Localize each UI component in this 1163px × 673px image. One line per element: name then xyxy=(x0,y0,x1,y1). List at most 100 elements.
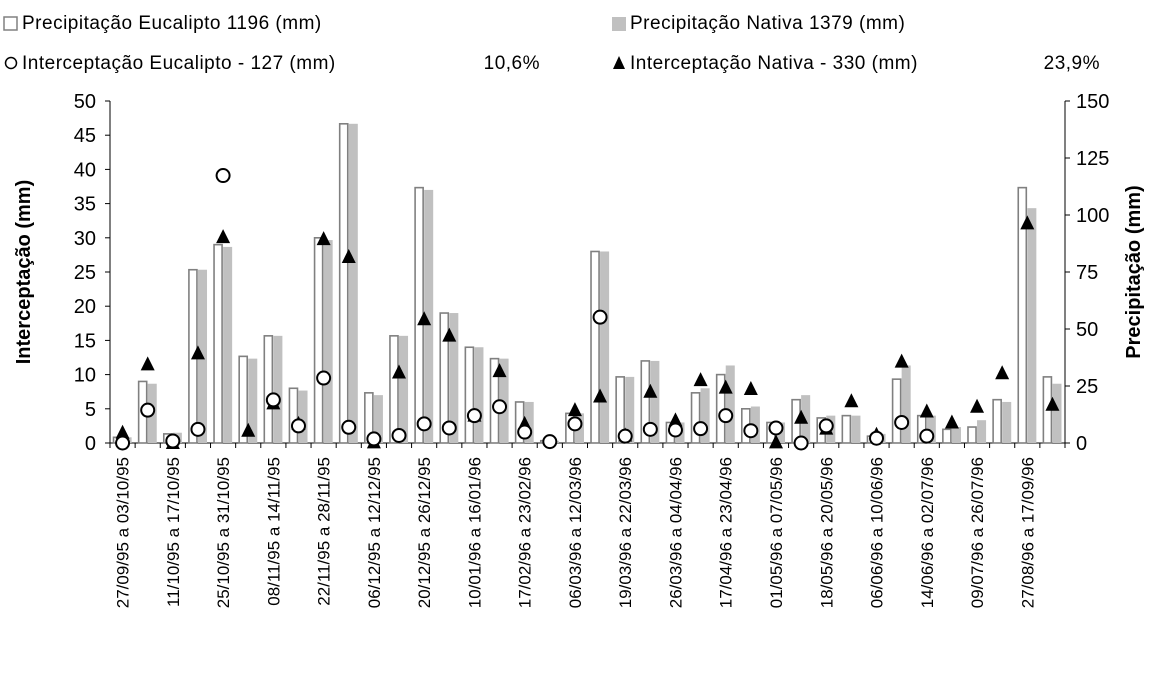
marker-eucalipto-circle xyxy=(366,431,382,447)
y-left-tick-label: 5 xyxy=(85,399,96,421)
x-category-label: 22/11/95 a 28/11/95 xyxy=(315,457,334,606)
y-left-tick-label: 40 xyxy=(74,159,96,181)
bar-nativa xyxy=(474,347,484,443)
marker-eucalipto-circle xyxy=(165,433,181,449)
marker-eucalipto-circle xyxy=(793,435,809,451)
marker-nativa-triangle xyxy=(190,345,205,360)
bar-eucalipto xyxy=(690,392,701,444)
marker-nativa-triangle xyxy=(216,229,231,244)
marker-nativa-triangle xyxy=(442,327,457,342)
marker-eucalipto-circle xyxy=(215,168,231,184)
marker-eucalipto-circle xyxy=(115,435,131,451)
bar-nativa xyxy=(323,240,333,443)
x-category-label: 18/05/96 a 20/05/96 xyxy=(817,457,836,608)
y-axis-left-title: Interceptação (mm) xyxy=(13,180,35,365)
marker-eucalipto-circle xyxy=(441,420,457,436)
marker-eucalipto-circle xyxy=(316,370,332,386)
marker-eucalipto-circle xyxy=(617,428,633,444)
marker-nativa-triangle xyxy=(341,248,356,263)
y-axis-right-title: Precipitação (mm) xyxy=(1123,185,1145,358)
marker-nativa-triangle xyxy=(693,372,708,387)
marker-eucalipto-circle xyxy=(718,408,734,424)
marker-nativa-triangle xyxy=(593,388,608,403)
y-left-tick-label: 50 xyxy=(74,91,96,113)
legend-percent: 23,9% xyxy=(1044,53,1100,74)
marker-nativa-triangle xyxy=(392,364,407,379)
x-category-label: 09/07/96 a 26/07/96 xyxy=(968,457,987,608)
bar-eucalipto xyxy=(1017,186,1028,444)
bar-nativa xyxy=(424,189,434,443)
legend-marker-hollow-square xyxy=(3,16,18,31)
marker-eucalipto-circle xyxy=(894,414,910,430)
bar-eucalipto xyxy=(992,398,1002,444)
marker-eucalipto-circle xyxy=(768,420,784,436)
bar-eucalipto xyxy=(615,376,625,444)
x-category-label: 26/03/96 a 04/04/96 xyxy=(666,457,685,608)
marker-nativa-triangle xyxy=(970,398,985,413)
bar-nativa xyxy=(926,415,936,443)
bar-nativa xyxy=(600,251,610,443)
bar-nativa xyxy=(700,388,710,443)
y-right-tick-label: 75 xyxy=(1076,262,1098,284)
y-right-tick-label: 125 xyxy=(1076,148,1109,170)
bar-nativa xyxy=(1052,383,1062,443)
bar-nativa xyxy=(851,415,861,443)
bar-eucalipto xyxy=(967,426,977,444)
bar-eucalipto xyxy=(288,387,299,444)
marker-nativa-triangle xyxy=(919,403,934,418)
marker-eucalipto-circle xyxy=(693,421,709,437)
marker-nativa-triangle xyxy=(140,356,155,371)
marker-eucalipto-circle xyxy=(391,427,407,443)
bar-nativa xyxy=(373,395,383,443)
y-left-tick-label: 35 xyxy=(74,194,96,216)
y-right-tick-label: 0 xyxy=(1076,433,1087,455)
bar-nativa xyxy=(273,335,283,443)
marker-nativa-triangle xyxy=(115,424,130,439)
bar-eucalipto xyxy=(414,186,424,444)
marker-nativa-triangle xyxy=(768,434,783,449)
marker-eucalipto-circle xyxy=(140,402,156,418)
bar-nativa xyxy=(348,123,358,444)
marker-eucalipto-circle xyxy=(592,309,608,325)
bar-eucalipto xyxy=(841,414,852,444)
y-right-tick-label: 50 xyxy=(1076,319,1098,341)
y-left-tick-label: 20 xyxy=(74,296,96,318)
x-category-label: 27/08/96 a 17/09/96 xyxy=(1018,457,1037,608)
y-right-tick-label: 25 xyxy=(1076,376,1098,398)
bar-eucalipto xyxy=(464,346,475,444)
marker-nativa-triangle xyxy=(567,402,582,417)
marker-eucalipto-circle xyxy=(542,434,558,450)
bar-eucalipto xyxy=(942,428,952,444)
marker-eucalipto-circle xyxy=(492,399,508,415)
x-category-label: 11/10/95 a 17/10/95 xyxy=(164,457,183,607)
bar-eucalipto xyxy=(213,243,223,444)
bar-eucalipto xyxy=(313,237,324,444)
x-category-label: 06/06/96 a 10/06/96 xyxy=(868,457,887,608)
legend-label: Precipitação Eucalipto 1196 (mm) xyxy=(22,13,322,34)
marker-eucalipto-circle xyxy=(567,416,583,432)
x-category-label: 06/03/96 a 12/03/96 xyxy=(566,457,585,608)
bar-nativa xyxy=(901,365,911,443)
marker-nativa-triangle xyxy=(995,365,1010,380)
x-category-label: 19/03/96 a 22/03/96 xyxy=(616,457,635,608)
bar-eucalipto xyxy=(439,312,450,444)
marker-eucalipto-circle xyxy=(517,424,533,440)
legend-label: Interceptação Eucalipto - 127 (mm) xyxy=(22,53,336,74)
marker-eucalipto-circle xyxy=(919,428,935,444)
legend-label: Interceptação Nativa - 330 (mm) xyxy=(630,53,918,74)
legend: Precipitação Eucalipto 1196 (mm) Precipit… xyxy=(3,13,1100,74)
bar-nativa xyxy=(399,335,409,443)
marker-eucalipto-circle xyxy=(743,423,759,439)
legend-marker-hollow-circle xyxy=(4,56,18,70)
marker-eucalipto-circle xyxy=(416,416,432,432)
bars xyxy=(112,123,1062,444)
x-category-label: 14/06/96 a 02/07/96 xyxy=(918,457,937,608)
marker-eucalipto-circle xyxy=(190,421,206,437)
bar-nativa xyxy=(951,427,961,443)
marker-eucalipto-circle xyxy=(265,392,281,408)
y-left-tick-label: 15 xyxy=(74,330,96,352)
bar-eucalipto xyxy=(338,123,349,444)
x-category-label: 17/04/96 a 23/04/96 xyxy=(717,457,736,608)
x-category-label: 10/01/96 a 16/01/96 xyxy=(465,457,484,608)
